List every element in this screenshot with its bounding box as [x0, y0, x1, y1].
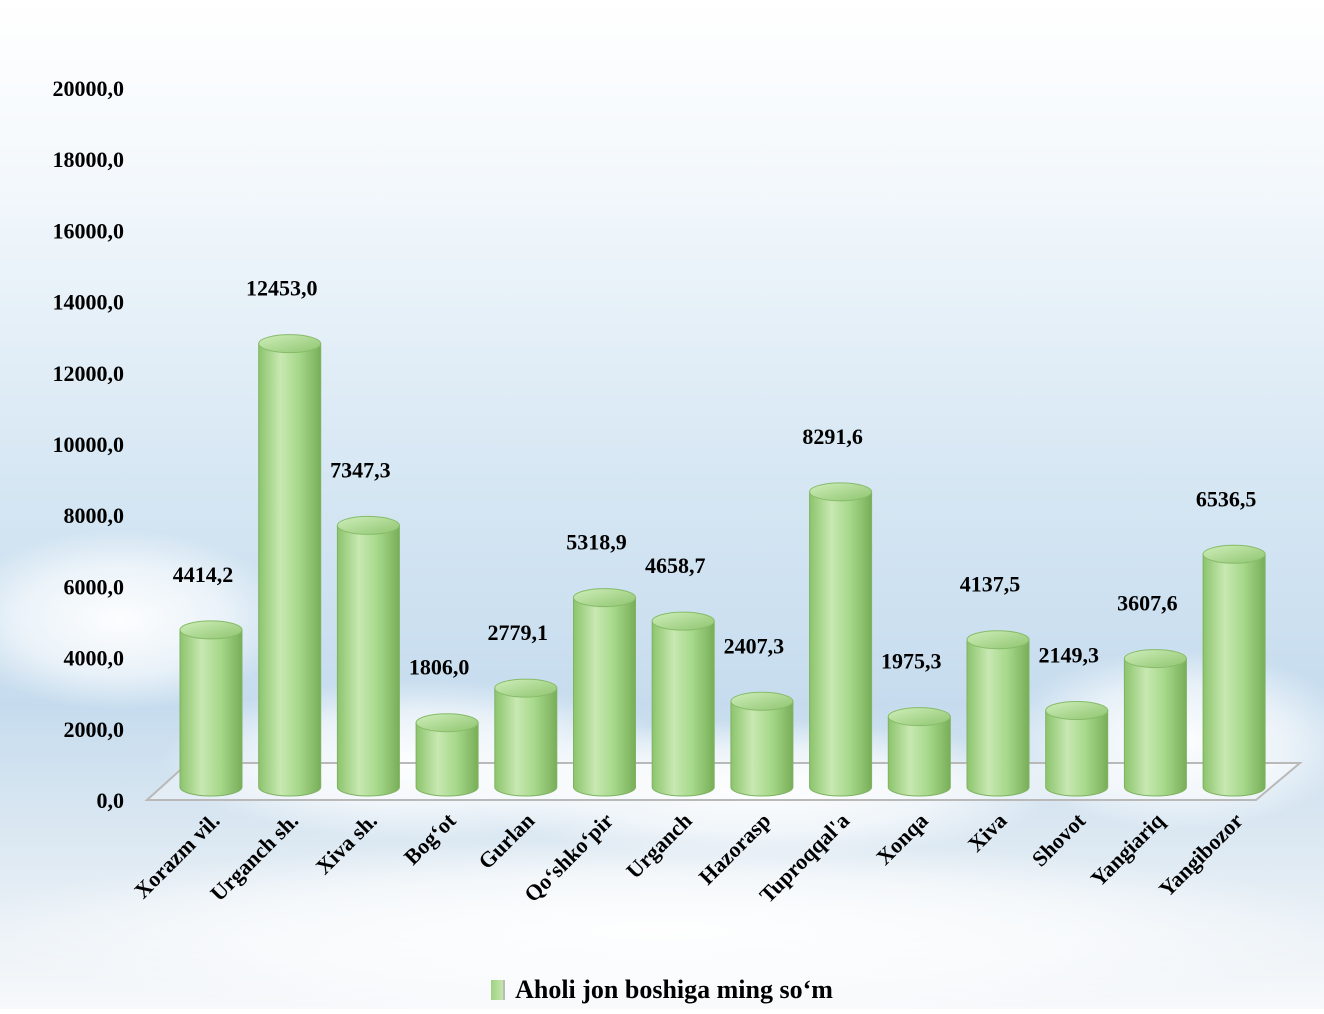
bar-body: [258, 343, 322, 797]
bar: [809, 482, 873, 797]
data-label: 2407,3: [724, 633, 785, 658]
y-tick-label: 6000,0: [64, 574, 125, 599]
bar-body: [336, 524, 400, 797]
bar: [179, 620, 243, 797]
bar-top: [573, 588, 636, 608]
data-label: 4658,7: [645, 553, 706, 578]
legend: Aholi jon boshiga ming so‘m: [0, 972, 1324, 1008]
legend-label: Aholi jon boshiga ming so‘m: [515, 975, 833, 1004]
bar-body: [1202, 553, 1266, 797]
data-label: 12453,0: [246, 276, 318, 301]
bar-body: [887, 716, 951, 797]
bar-body: [179, 629, 243, 797]
bar-body: [651, 620, 715, 797]
data-label: 2779,1: [488, 620, 549, 645]
bar-body: [415, 722, 479, 797]
y-tick-label: 14000,0: [53, 290, 125, 315]
bar-top: [887, 707, 951, 727]
data-label: 6536,5: [1196, 486, 1257, 511]
bar: [573, 588, 636, 797]
y-tick-label: 8000,0: [64, 503, 125, 528]
data-label: 5318,9: [566, 530, 627, 555]
bar-top: [966, 630, 1030, 650]
y-tick-label: 16000,0: [53, 218, 125, 243]
bar: [258, 334, 322, 797]
bar: [887, 707, 951, 797]
y-axis: 0,0 2000,0 4000,0 6000,0 8000,0 10000,0 12000,…: [53, 76, 125, 813]
bar-body: [1045, 709, 1109, 797]
bar-top: [336, 515, 400, 535]
y-tick-label: 12000,0: [53, 361, 125, 386]
bar-top: [415, 713, 479, 733]
bar-body: [494, 687, 558, 797]
y-tick-label: 10000,0: [53, 432, 125, 457]
bar-body: [573, 597, 636, 797]
data-label: 8291,6: [802, 424, 863, 449]
data-labels: 4414,2 12453,0 7347,3 1806,0 2779,1 5318,9 465…: [173, 276, 1257, 680]
data-label: 1975,3: [881, 649, 942, 674]
bar-top: [179, 620, 243, 640]
bar-top: [1123, 649, 1187, 669]
y-tick-label: 4000,0: [64, 646, 125, 671]
bar-top: [494, 678, 558, 698]
bar-top: [809, 482, 873, 502]
bar: [966, 630, 1030, 797]
bar-top: [730, 691, 794, 711]
data-label: 4414,2: [173, 562, 234, 587]
data-label: 7347,3: [330, 457, 391, 482]
bar: [415, 713, 479, 797]
bar-top: [1202, 544, 1266, 564]
y-tick-label: 20000,0: [53, 76, 125, 101]
bar-top: [258, 334, 322, 354]
y-tick-label: 0,0: [97, 788, 125, 813]
data-label: 1806,0: [409, 655, 470, 680]
bar: [730, 691, 794, 797]
data-label: 2149,3: [1038, 642, 1099, 667]
y-tick-label: 18000,0: [53, 147, 125, 172]
bar: [1202, 544, 1266, 797]
bar-body: [730, 700, 794, 797]
data-label: 4137,5: [960, 572, 1021, 597]
bar: [494, 678, 558, 797]
y-tick-label: 2000,0: [64, 717, 125, 742]
bar-top: [1045, 700, 1109, 720]
legend-swatch: [491, 980, 506, 1000]
bar: [1123, 649, 1187, 797]
bar: [336, 515, 400, 797]
bar-body: [966, 639, 1030, 797]
data-label: 3607,6: [1117, 591, 1178, 616]
bar-top: [651, 611, 715, 631]
bars: [179, 334, 1266, 797]
bar-body: [809, 491, 873, 797]
bar-body: [1123, 658, 1187, 797]
bar: [1045, 700, 1109, 797]
bar: [651, 611, 715, 797]
